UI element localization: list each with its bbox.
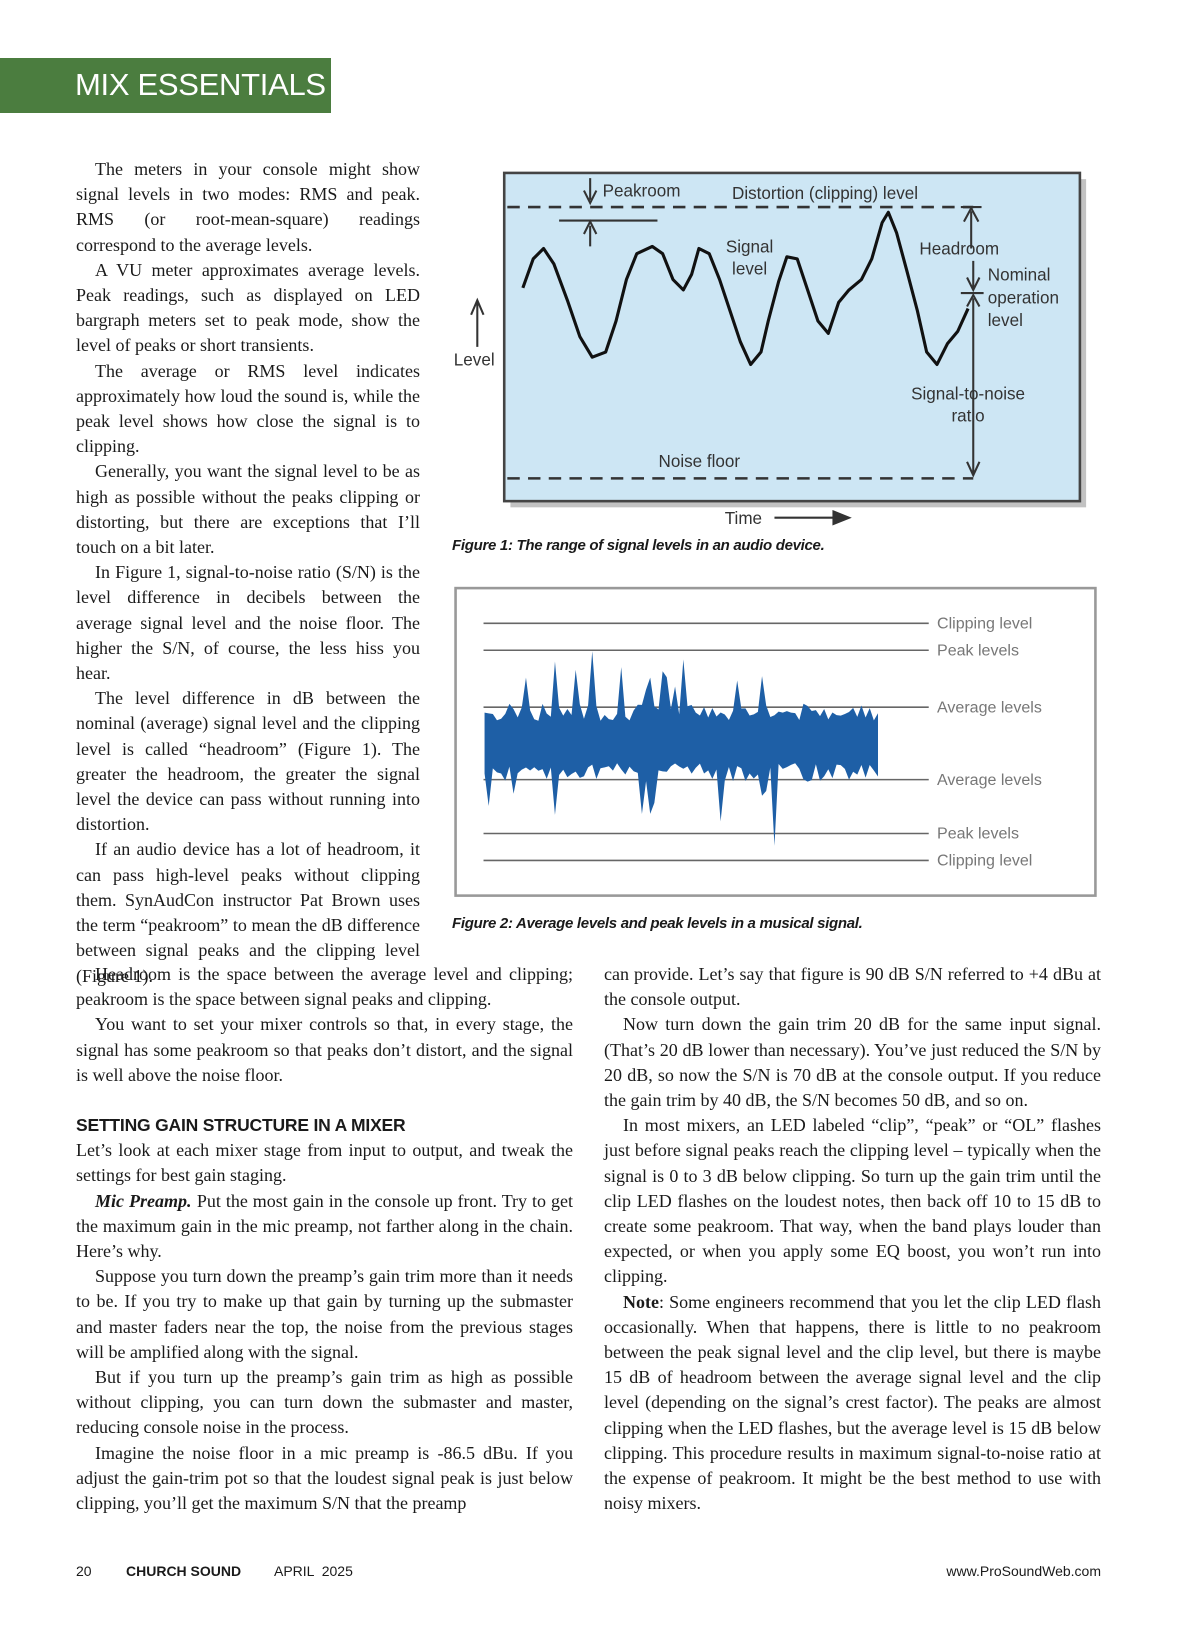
figure-caption: Figure 2: Average levels and peak levels…	[452, 915, 863, 932]
signal-wave	[521, 210, 970, 367]
issue-date: APRIL 2025	[274, 1563, 353, 1579]
label: Clipping level	[937, 614, 1032, 632]
level-arrows	[960, 205, 984, 478]
label: Distortion (clipping) level	[732, 184, 918, 203]
run-in-heading: Mic Preamp.	[95, 1190, 192, 1211]
label: level	[988, 311, 1023, 330]
figure-caption: Figure 1: The range of signal levels in …	[452, 537, 825, 554]
paragraph: Imagine the noise floor in a mic preamp …	[76, 1441, 573, 1517]
time-axis-arrow	[774, 509, 852, 526]
paragraph: Headroom is the space between the averag…	[76, 962, 573, 1012]
paragraph: The average or RMS level indicates appro…	[76, 360, 420, 457]
level-axis-arrow	[470, 297, 485, 347]
label: Average levels	[937, 771, 1042, 789]
website: www.ProSoundWeb.com	[946, 1563, 1101, 1579]
label: Peakroom	[603, 182, 681, 201]
paragraph: The level difference in dB between the n…	[76, 688, 420, 835]
paragraph-text: Put the most gain in the console up fron…	[76, 1190, 573, 1262]
paragraph: Generally, you want the signal level to …	[76, 461, 420, 558]
paragraph-text: Imagine the noise floor in a mic preamp …	[76, 1442, 573, 1514]
label: Peak levels	[937, 825, 1019, 843]
paragraph-text: You want to set your mixer controls so t…	[76, 1014, 573, 1085]
paragraph: In most mixers, an LED labeled “clip”, “…	[604, 1113, 1101, 1289]
paragraph-text: Let’s look at each mixer stage from inpu…	[76, 1140, 573, 1186]
peakroom-arrows	[583, 178, 598, 247]
paragraph-text: In most mixers, an LED labeled “clip”, “…	[604, 1115, 1101, 1287]
paragraph: You want to set your mixer controls so t…	[76, 1012, 573, 1088]
paragraph-text: : Some engineers recommend that you let …	[604, 1291, 1101, 1514]
paragraph: Mic Preamp. Put the most gain in the cons…	[76, 1189, 573, 1265]
diagram-box	[502, 171, 1082, 503]
paragraph: In Figure 1, signal-to-noise ratio (S/N)…	[76, 562, 420, 684]
paragraph: But if you turn up the preamp’s gain tri…	[76, 1365, 573, 1441]
right-column: can provide. Let’s say that figure is 90…	[604, 962, 1101, 1516]
paragraph-text: But if you turn up the preamp’s gain tri…	[76, 1367, 573, 1438]
label: Nominal	[988, 266, 1051, 285]
section-band: MIX ESSENTIALS	[0, 58, 331, 113]
paragraph-text: Now turn down the gain trim 20 dB for th…	[604, 1014, 1101, 1111]
label: ratio	[951, 406, 984, 425]
figure-1: Peakroom Distortion (clipping) level Sig…	[454, 171, 1087, 528]
label: Clipping level	[937, 852, 1032, 870]
paragraph-text: can provide. Let’s say that figure is 90…	[604, 964, 1101, 1010]
label: operation	[988, 288, 1059, 307]
section-heading: SETTING GAIN STRUCTURE IN A MIXER	[76, 1115, 406, 1136]
label: Signal	[726, 238, 773, 257]
left-column: Headroom is the space between the averag…	[76, 962, 573, 1516]
label: level	[732, 259, 767, 278]
label: Headroom	[919, 240, 999, 259]
bold-lead: Note	[623, 1291, 659, 1312]
section-title: MIX ESSENTIALS	[75, 67, 326, 102]
label: Level	[454, 351, 495, 370]
paragraph: The meters in your console might show si…	[76, 159, 420, 255]
label: Average levels	[937, 698, 1042, 716]
label: Signal-to-noise	[911, 385, 1025, 404]
publication: CHURCH SOUND	[126, 1563, 242, 1579]
paragraph: If an audio device has a lot of headroom…	[76, 839, 420, 986]
paragraph: Suppose you turn down the preamp’s gain …	[76, 1264, 573, 1365]
paragraph-text: Suppose you turn down the preamp’s gain …	[76, 1266, 573, 1362]
paragraph: can provide. Let’s say that figure is 90…	[604, 962, 1101, 1012]
paragraph: Let’s look at each mixer stage from inpu…	[76, 1138, 573, 1188]
paragraph: Note: Some engineers recommend that you …	[604, 1290, 1101, 1517]
label: Time	[725, 509, 762, 528]
paragraph: A VU meter approximates average levels. …	[76, 259, 420, 356]
paragraph-text: Headroom is the space between the averag…	[76, 964, 573, 1010]
label: Noise floor	[658, 452, 740, 471]
page-number: 20	[76, 1563, 92, 1579]
waveform	[484, 651, 878, 846]
label: Peak levels	[937, 641, 1019, 659]
figure-2: Clipping level Peak levels Average levels A…	[454, 586, 1097, 897]
paragraph: Now turn down the gain trim 20 dB for th…	[604, 1012, 1101, 1113]
intro-column: The meters in your console might show si…	[76, 157, 420, 989]
